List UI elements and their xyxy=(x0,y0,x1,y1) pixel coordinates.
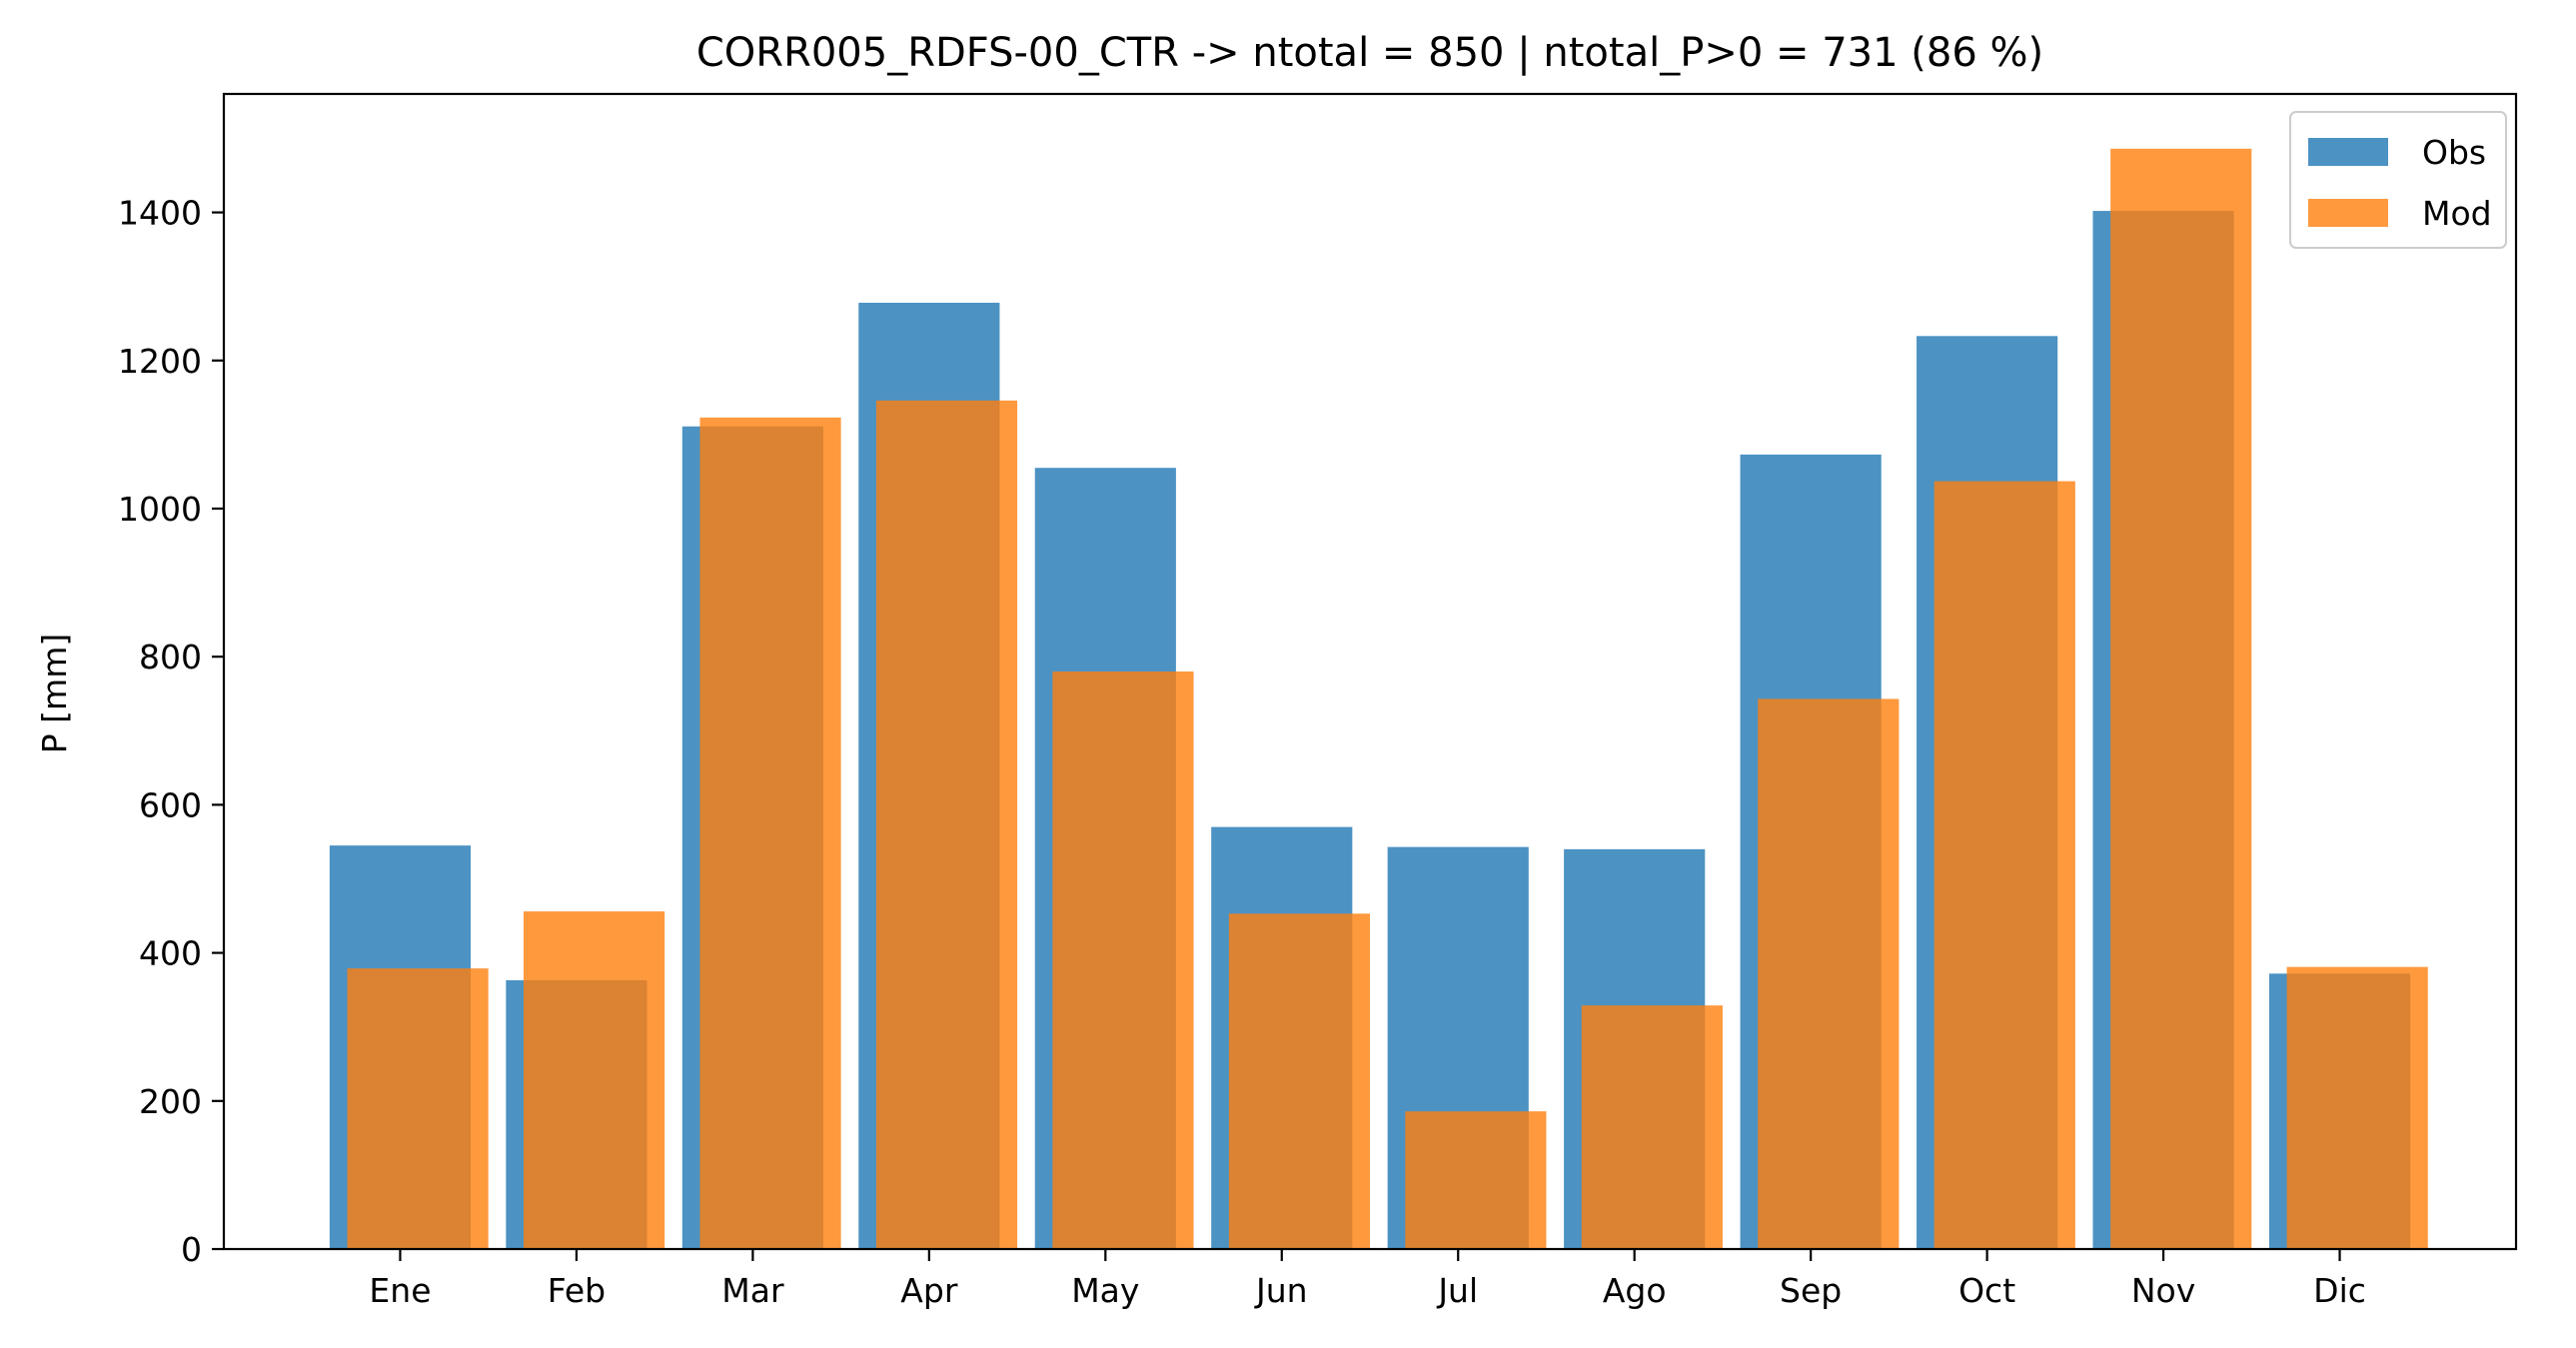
bar-mod-feb xyxy=(523,911,665,1249)
legend-swatch-mod xyxy=(2308,199,2388,227)
x-tick-label: Oct xyxy=(1958,1271,2015,1310)
bar-mod-nov xyxy=(2110,148,2252,1249)
x-tick-label: Nov xyxy=(2131,1271,2195,1310)
y-tick-label: 200 xyxy=(139,1082,202,1121)
x-tick-label: Apr xyxy=(900,1271,958,1310)
legend-label-mod: Mod xyxy=(2422,194,2492,233)
y-tick-label: 400 xyxy=(139,934,202,973)
x-tick-label: Ene xyxy=(369,1271,431,1310)
bar-mod-dic xyxy=(2286,966,2428,1249)
x-tick-label: May xyxy=(1071,1271,1139,1310)
bars-group xyxy=(329,148,2428,1250)
x-axis-ticks: Ene Feb Mar Apr May Jun Jul Ago Sep Oct Nov Dic xyxy=(369,1249,2366,1310)
y-tick-label: 1200 xyxy=(118,342,202,381)
bar-mod-jul xyxy=(1405,1111,1547,1249)
y-tick-label: 0 xyxy=(181,1230,202,1269)
legend-label-obs: Obs xyxy=(2422,133,2486,172)
y-tick-label: 1000 xyxy=(118,490,202,529)
legend-swatch-obs xyxy=(2308,138,2388,166)
x-tick-label: Feb xyxy=(548,1271,606,1310)
bar-mod-sep xyxy=(1758,698,1900,1249)
bar-mod-oct xyxy=(1933,481,2075,1249)
y-tick-label: 600 xyxy=(139,785,202,824)
x-tick-label: Mar xyxy=(721,1271,784,1310)
y-tick-label: 800 xyxy=(139,638,202,676)
plot-frame xyxy=(222,92,2518,1251)
chart-title: CORR005_RDFS-00_CTR -> ntotal = 850 | nt… xyxy=(696,30,2043,76)
x-tick-label: Ago xyxy=(1603,1271,1667,1310)
bar-mod-may xyxy=(1052,672,1194,1249)
x-tick-label: Jun xyxy=(1254,1271,1308,1310)
legend: Obs Mod xyxy=(2289,111,2507,249)
x-tick-label: Dic xyxy=(2313,1271,2366,1310)
bar-mod-ene xyxy=(347,968,489,1249)
bar-mod-apr xyxy=(875,400,1018,1249)
bar-mod-ago xyxy=(1581,1005,1723,1249)
bar-mod-mar xyxy=(699,417,841,1249)
y-axis-label: P [mm] xyxy=(35,634,74,753)
y-axis-ticks: 0 200 400 600 800 1000 1200 1400 xyxy=(118,194,224,1269)
x-tick-label: Sep xyxy=(1780,1271,1842,1310)
y-tick-label: 1400 xyxy=(118,194,202,233)
x-tick-label: Jul xyxy=(1436,1271,1478,1310)
bar-mod-jun xyxy=(1228,913,1370,1249)
